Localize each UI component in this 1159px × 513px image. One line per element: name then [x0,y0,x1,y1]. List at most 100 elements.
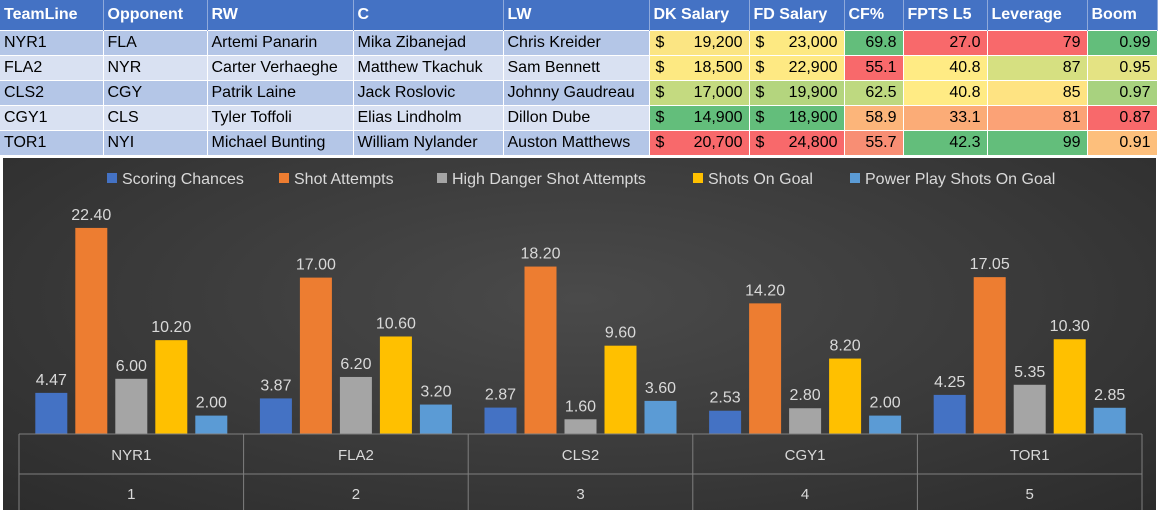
column-header: RW [207,0,354,31]
data-label: 1.60 [565,398,596,415]
bar-scoring-chances [484,407,517,434]
cell-fd-salary: $19,900 [749,80,845,106]
cell-leverage: 99 [987,130,1088,155]
data-label: 6.00 [116,358,147,375]
cell-opponent: CLS [103,105,208,131]
category-index-label: 2 [352,486,360,503]
legend-swatch [693,173,703,183]
cell-fpts-l5: 42.3 [903,130,988,155]
table-row: NYR1 FLA Artemi Panarin Mika Zibanejad Chris… [0,30,1158,56]
cell-fpts-l5: 27.0 [903,30,988,56]
data-label: 2.53 [710,390,741,407]
cell-boom: 0.91 [1087,130,1158,155]
salary-value: 17,000 [693,84,743,101]
bar-scoring-chances [709,410,742,434]
cell-fd-salary: $24,800 [749,130,845,155]
data-label: 6.20 [340,356,371,373]
cell-rw: Artemi Panarin [207,30,354,56]
data-label: 8.20 [830,338,861,355]
data-label: 17.00 [296,257,336,274]
cell-teamline: NYR1 [0,30,104,56]
cell-teamline: FLA2 [0,55,104,81]
legend-label: Shot Attempts [294,171,394,188]
column-header: LW [503,0,650,31]
bar-shots-on-goal [379,336,412,434]
category-index-label: 5 [1026,486,1034,503]
cell-fpts-l5: 33.1 [903,105,988,131]
chart-legend: Scoring Chances Shot Attempts High Danger … [107,171,1055,188]
cell-boom: 0.87 [1087,105,1158,131]
column-header: Leverage [987,0,1088,31]
salary-value: 22,900 [788,59,838,76]
legend-label: Scoring Chances [122,171,244,188]
data-label: 17.05 [970,256,1010,273]
bar-high-danger-shot-attempts [789,408,822,434]
cell-lw: Sam Bennett [503,55,650,81]
bar-scoring-chances [933,394,966,434]
bar-shots-on-goal [604,345,637,434]
currency-symbol: $ [755,109,765,126]
cell-dk-salary: $18,500 [649,55,750,81]
column-header: Boom [1087,0,1158,31]
cell-dk-salary: $19,200 [649,30,750,56]
legend-label: Shots On Goal [708,171,813,188]
cell-opponent: FLA [103,30,208,56]
data-label: 3.87 [260,377,291,394]
bar-power-play-shots-on-goal [195,415,228,434]
data-label: 4.25 [934,374,965,391]
bar-shot-attempts [299,277,332,434]
cell-fpts-l5: 40.8 [903,80,988,106]
bar-shot-attempts [75,227,108,434]
column-header: CF% [844,0,904,31]
bar-power-play-shots-on-goal [869,415,902,434]
category-label: CGY1 [785,447,826,464]
legend-label: High Danger Shot Attempts [452,171,646,188]
bar-high-danger-shot-attempts [1013,384,1046,434]
category-label: FLA2 [338,447,374,464]
cell-c: Matthew Tkachuk [353,55,504,81]
cell-teamline: CLS2 [0,80,104,106]
salary-value: 18,900 [788,109,838,126]
cell-leverage: 81 [987,105,1088,131]
data-label: 2.85 [1094,387,1125,404]
currency-symbol: $ [755,134,765,151]
data-label: 10.60 [376,315,416,332]
legend-swatch [437,173,447,183]
cell-dk-salary: $20,700 [649,130,750,155]
data-label: 10.30 [1050,318,1090,335]
category-index-label: 1 [127,486,135,503]
cell-c: Elias Lindholm [353,105,504,131]
cell-lw: Chris Kreider [503,30,650,56]
cell-dk-salary: $14,900 [649,105,750,131]
salary-value: 18,500 [693,59,743,76]
cell-teamline: CGY1 [0,105,104,131]
currency-symbol: $ [755,34,765,51]
column-header: Opponent [103,0,208,31]
data-label: 14.20 [745,282,785,299]
cell-rw: Michael Bunting [207,130,354,155]
cell-lw: Dillon Dube [503,105,650,131]
cell-lw: Johnny Gaudreau [503,80,650,106]
cell-teamline: TOR1 [0,130,104,155]
cell-dk-salary: $17,000 [649,80,750,106]
currency-symbol: $ [655,84,665,101]
bar-power-play-shots-on-goal [1093,407,1126,434]
column-header: FD Salary [749,0,845,31]
data-label: 18.20 [520,246,560,263]
cell-boom: 0.99 [1087,30,1158,56]
cell-cf-pct: 55.1 [844,55,904,81]
data-label: 9.60 [605,325,636,342]
bar-shots-on-goal [829,358,862,434]
category-index-label: 4 [801,486,809,503]
stats-table: TeamLine Opponent RW C LW DK Salary FD Salary C… [0,0,1158,155]
cell-rw: Tyler Toffoli [207,105,354,131]
salary-value: 23,000 [788,34,838,51]
bar-high-danger-shot-attempts [564,419,597,434]
cell-c: William Nylander [353,130,504,155]
bar-shots-on-goal [1053,339,1086,434]
table-row: CLS2 CGY Patrik Laine Jack Roslovic Johnny G… [0,80,1158,106]
table-header-row: TeamLine Opponent RW C LW DK Salary FD Salary C… [0,0,1158,31]
bar-scoring-chances [35,392,68,434]
bar-high-danger-shot-attempts [339,376,372,434]
data-label: 2.87 [485,387,516,404]
